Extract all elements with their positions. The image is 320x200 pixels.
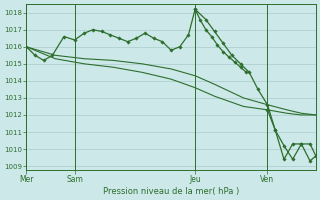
X-axis label: Pression niveau de la mer( hPa ): Pression niveau de la mer( hPa ) <box>103 187 239 196</box>
